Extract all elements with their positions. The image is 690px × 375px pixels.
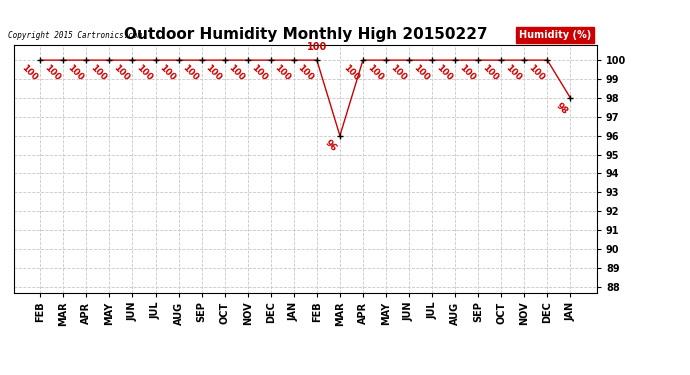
- Text: 100: 100: [66, 63, 85, 82]
- Text: 100: 100: [135, 63, 154, 82]
- Text: 100: 100: [250, 63, 269, 82]
- Text: 100: 100: [112, 63, 131, 82]
- Text: 100: 100: [43, 63, 62, 82]
- Title: Outdoor Humidity Monthly High 20150227: Outdoor Humidity Monthly High 20150227: [124, 27, 487, 42]
- Text: 100: 100: [411, 63, 431, 82]
- Text: 100: 100: [158, 63, 177, 82]
- Text: 100: 100: [342, 63, 362, 82]
- Text: 96: 96: [323, 138, 339, 154]
- Text: 100: 100: [365, 63, 384, 82]
- Text: 100: 100: [434, 63, 454, 82]
- Text: 100: 100: [296, 63, 315, 82]
- Text: 100: 100: [88, 63, 108, 82]
- Text: 100: 100: [307, 42, 327, 52]
- Text: 100: 100: [204, 63, 224, 82]
- Text: Humidity (%): Humidity (%): [519, 30, 591, 40]
- Text: Copyright 2015 Cartronics.com: Copyright 2015 Cartronics.com: [8, 31, 142, 40]
- Text: 100: 100: [181, 63, 200, 82]
- Text: 100: 100: [526, 63, 546, 82]
- Text: 100: 100: [504, 63, 523, 82]
- Text: 98: 98: [553, 100, 569, 116]
- Text: 100: 100: [273, 63, 293, 82]
- Text: 100: 100: [19, 63, 39, 82]
- Text: 100: 100: [480, 63, 500, 82]
- Text: 100: 100: [457, 63, 477, 82]
- Text: 100: 100: [388, 63, 408, 82]
- Text: 100: 100: [227, 63, 246, 82]
